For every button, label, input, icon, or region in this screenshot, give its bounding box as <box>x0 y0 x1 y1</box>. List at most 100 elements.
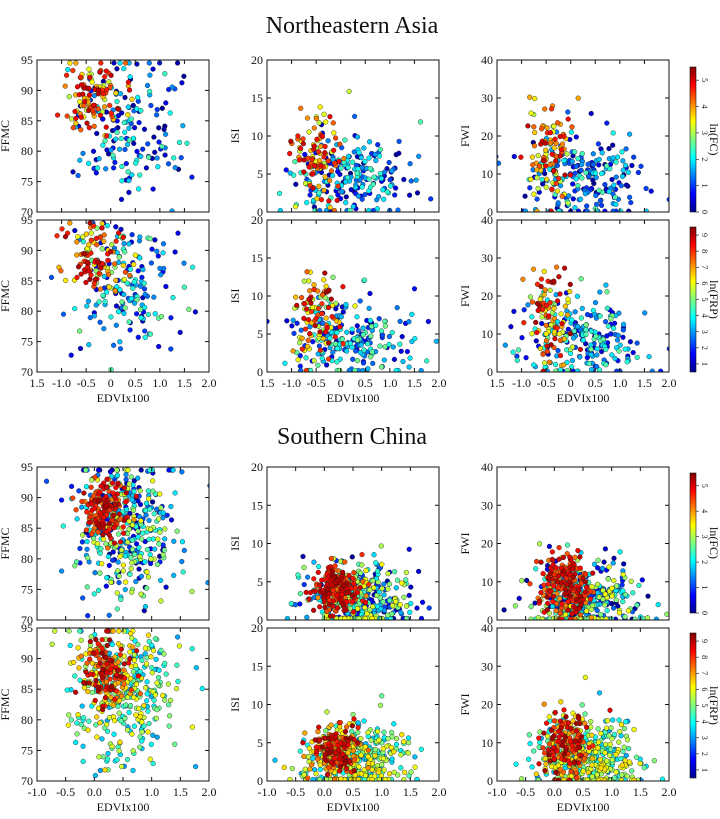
point <box>118 196 125 203</box>
point <box>130 669 137 675</box>
point <box>544 607 550 613</box>
point <box>394 736 400 742</box>
point <box>76 665 82 671</box>
point <box>382 344 388 350</box>
point <box>85 555 91 561</box>
point <box>655 601 661 608</box>
point <box>91 102 97 108</box>
point <box>323 728 329 734</box>
point <box>295 133 301 139</box>
point <box>620 334 626 340</box>
point <box>374 592 380 599</box>
point <box>365 765 371 771</box>
point <box>144 82 151 89</box>
point <box>307 331 313 337</box>
point <box>333 135 339 141</box>
point <box>377 147 384 153</box>
point <box>92 772 99 779</box>
point <box>129 589 135 595</box>
point <box>522 208 529 212</box>
point <box>86 718 92 724</box>
point <box>336 747 342 753</box>
point <box>360 578 366 585</box>
point <box>604 120 610 126</box>
point <box>102 138 108 144</box>
point <box>556 331 563 337</box>
point <box>117 553 123 560</box>
point <box>408 600 414 607</box>
point <box>284 318 290 324</box>
point <box>552 136 558 142</box>
point <box>120 234 126 241</box>
point <box>527 185 533 191</box>
point <box>99 246 105 252</box>
point <box>176 139 183 146</box>
point <box>354 134 361 140</box>
y-tick-label: 5 <box>257 575 263 589</box>
point <box>81 99 88 105</box>
point <box>366 155 372 161</box>
point <box>100 532 106 538</box>
point <box>326 591 333 597</box>
point <box>136 705 142 712</box>
point <box>304 269 310 275</box>
point <box>541 360 548 366</box>
point <box>643 185 649 192</box>
point <box>366 207 372 212</box>
point <box>521 307 527 313</box>
point <box>92 517 98 523</box>
point <box>97 69 103 75</box>
point <box>311 559 317 565</box>
point <box>76 488 82 494</box>
point <box>116 667 122 673</box>
y-tick-label: 15 <box>251 251 263 265</box>
point <box>121 681 127 687</box>
point <box>389 603 396 609</box>
point <box>160 241 167 247</box>
point <box>102 694 109 701</box>
point <box>97 550 103 556</box>
point <box>577 354 583 360</box>
point <box>310 185 316 191</box>
point <box>108 147 114 153</box>
point <box>108 249 114 255</box>
point <box>622 162 629 169</box>
point <box>114 98 120 105</box>
point <box>181 260 187 266</box>
point <box>78 127 84 133</box>
point <box>547 287 553 293</box>
scatter-points <box>49 628 205 779</box>
point <box>147 88 153 95</box>
point <box>98 60 104 66</box>
point <box>595 141 602 147</box>
point <box>379 693 385 699</box>
point <box>529 314 535 320</box>
point <box>564 368 570 372</box>
y-axis-label: ISI <box>228 289 242 304</box>
point <box>330 120 336 126</box>
point <box>305 574 311 580</box>
point <box>99 225 105 231</box>
point <box>74 252 80 258</box>
point <box>602 546 609 552</box>
point <box>590 151 596 157</box>
point <box>551 123 557 129</box>
point <box>297 353 303 359</box>
point <box>104 133 110 139</box>
x-tick-label: 1.0 <box>382 376 397 390</box>
point <box>155 536 161 542</box>
point <box>102 299 108 305</box>
point <box>355 337 361 343</box>
point <box>600 587 606 594</box>
point <box>391 721 397 727</box>
point <box>141 286 148 292</box>
point <box>578 167 584 173</box>
point <box>602 208 608 212</box>
point <box>313 315 319 321</box>
point <box>332 776 338 781</box>
point <box>287 776 293 781</box>
point <box>340 309 346 315</box>
point <box>104 87 110 93</box>
point <box>543 338 550 344</box>
point <box>155 674 162 681</box>
